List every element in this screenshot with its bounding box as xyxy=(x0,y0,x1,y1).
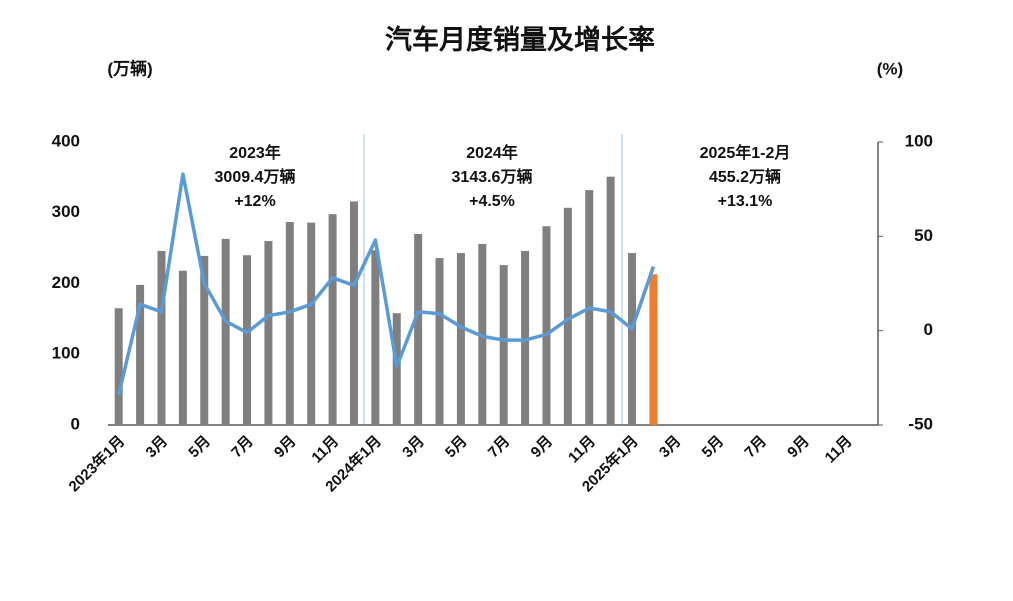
y-tick-label: 300 xyxy=(52,202,80,221)
bar xyxy=(221,238,230,425)
bar xyxy=(157,250,166,425)
annotation: 3009.4万辆 xyxy=(215,167,296,186)
annotation: +12% xyxy=(234,193,275,210)
bar xyxy=(499,265,508,425)
annotation: +13.1% xyxy=(718,193,773,210)
bar xyxy=(200,255,209,425)
bar xyxy=(136,284,145,425)
bar xyxy=(542,226,551,425)
bar xyxy=(264,241,273,425)
y2-tick-label: 50 xyxy=(914,226,933,245)
bar xyxy=(328,214,337,425)
bar xyxy=(563,207,572,425)
bar xyxy=(243,255,252,425)
y-tick-label: 400 xyxy=(52,131,80,150)
chart-title: 汽车月度销量及增长率 xyxy=(385,24,655,55)
bar xyxy=(414,233,423,425)
bar xyxy=(349,201,358,425)
y2-tick-label: 100 xyxy=(905,131,933,150)
annotation: 3143.6万辆 xyxy=(452,167,533,186)
annotation: 2023年 xyxy=(229,143,281,162)
annotation: 2024年 xyxy=(466,143,518,162)
bar xyxy=(435,258,444,425)
bar xyxy=(114,308,123,425)
y-tick-label: 0 xyxy=(71,414,80,433)
annotation: +4.5% xyxy=(469,193,515,210)
bar xyxy=(456,253,465,425)
y-tick-label: 100 xyxy=(52,344,80,363)
y2-axis-label: (%) xyxy=(877,59,903,78)
bar xyxy=(606,176,615,425)
bar xyxy=(178,270,187,425)
bar xyxy=(392,313,401,425)
bar xyxy=(307,222,316,425)
bar xyxy=(521,250,530,425)
line xyxy=(116,172,656,396)
y2-tick-label: 0 xyxy=(924,320,933,339)
y-axis-label: (万辆) xyxy=(107,58,152,78)
annotation: 2025年1-2月 xyxy=(700,143,791,162)
y2-tick-label: -50 xyxy=(908,414,933,433)
bar xyxy=(285,221,294,425)
bar xyxy=(649,274,658,425)
y-tick-label: 200 xyxy=(52,273,80,292)
annotation: 455.2万辆 xyxy=(709,167,781,186)
bar xyxy=(628,253,637,425)
bar xyxy=(371,250,380,425)
